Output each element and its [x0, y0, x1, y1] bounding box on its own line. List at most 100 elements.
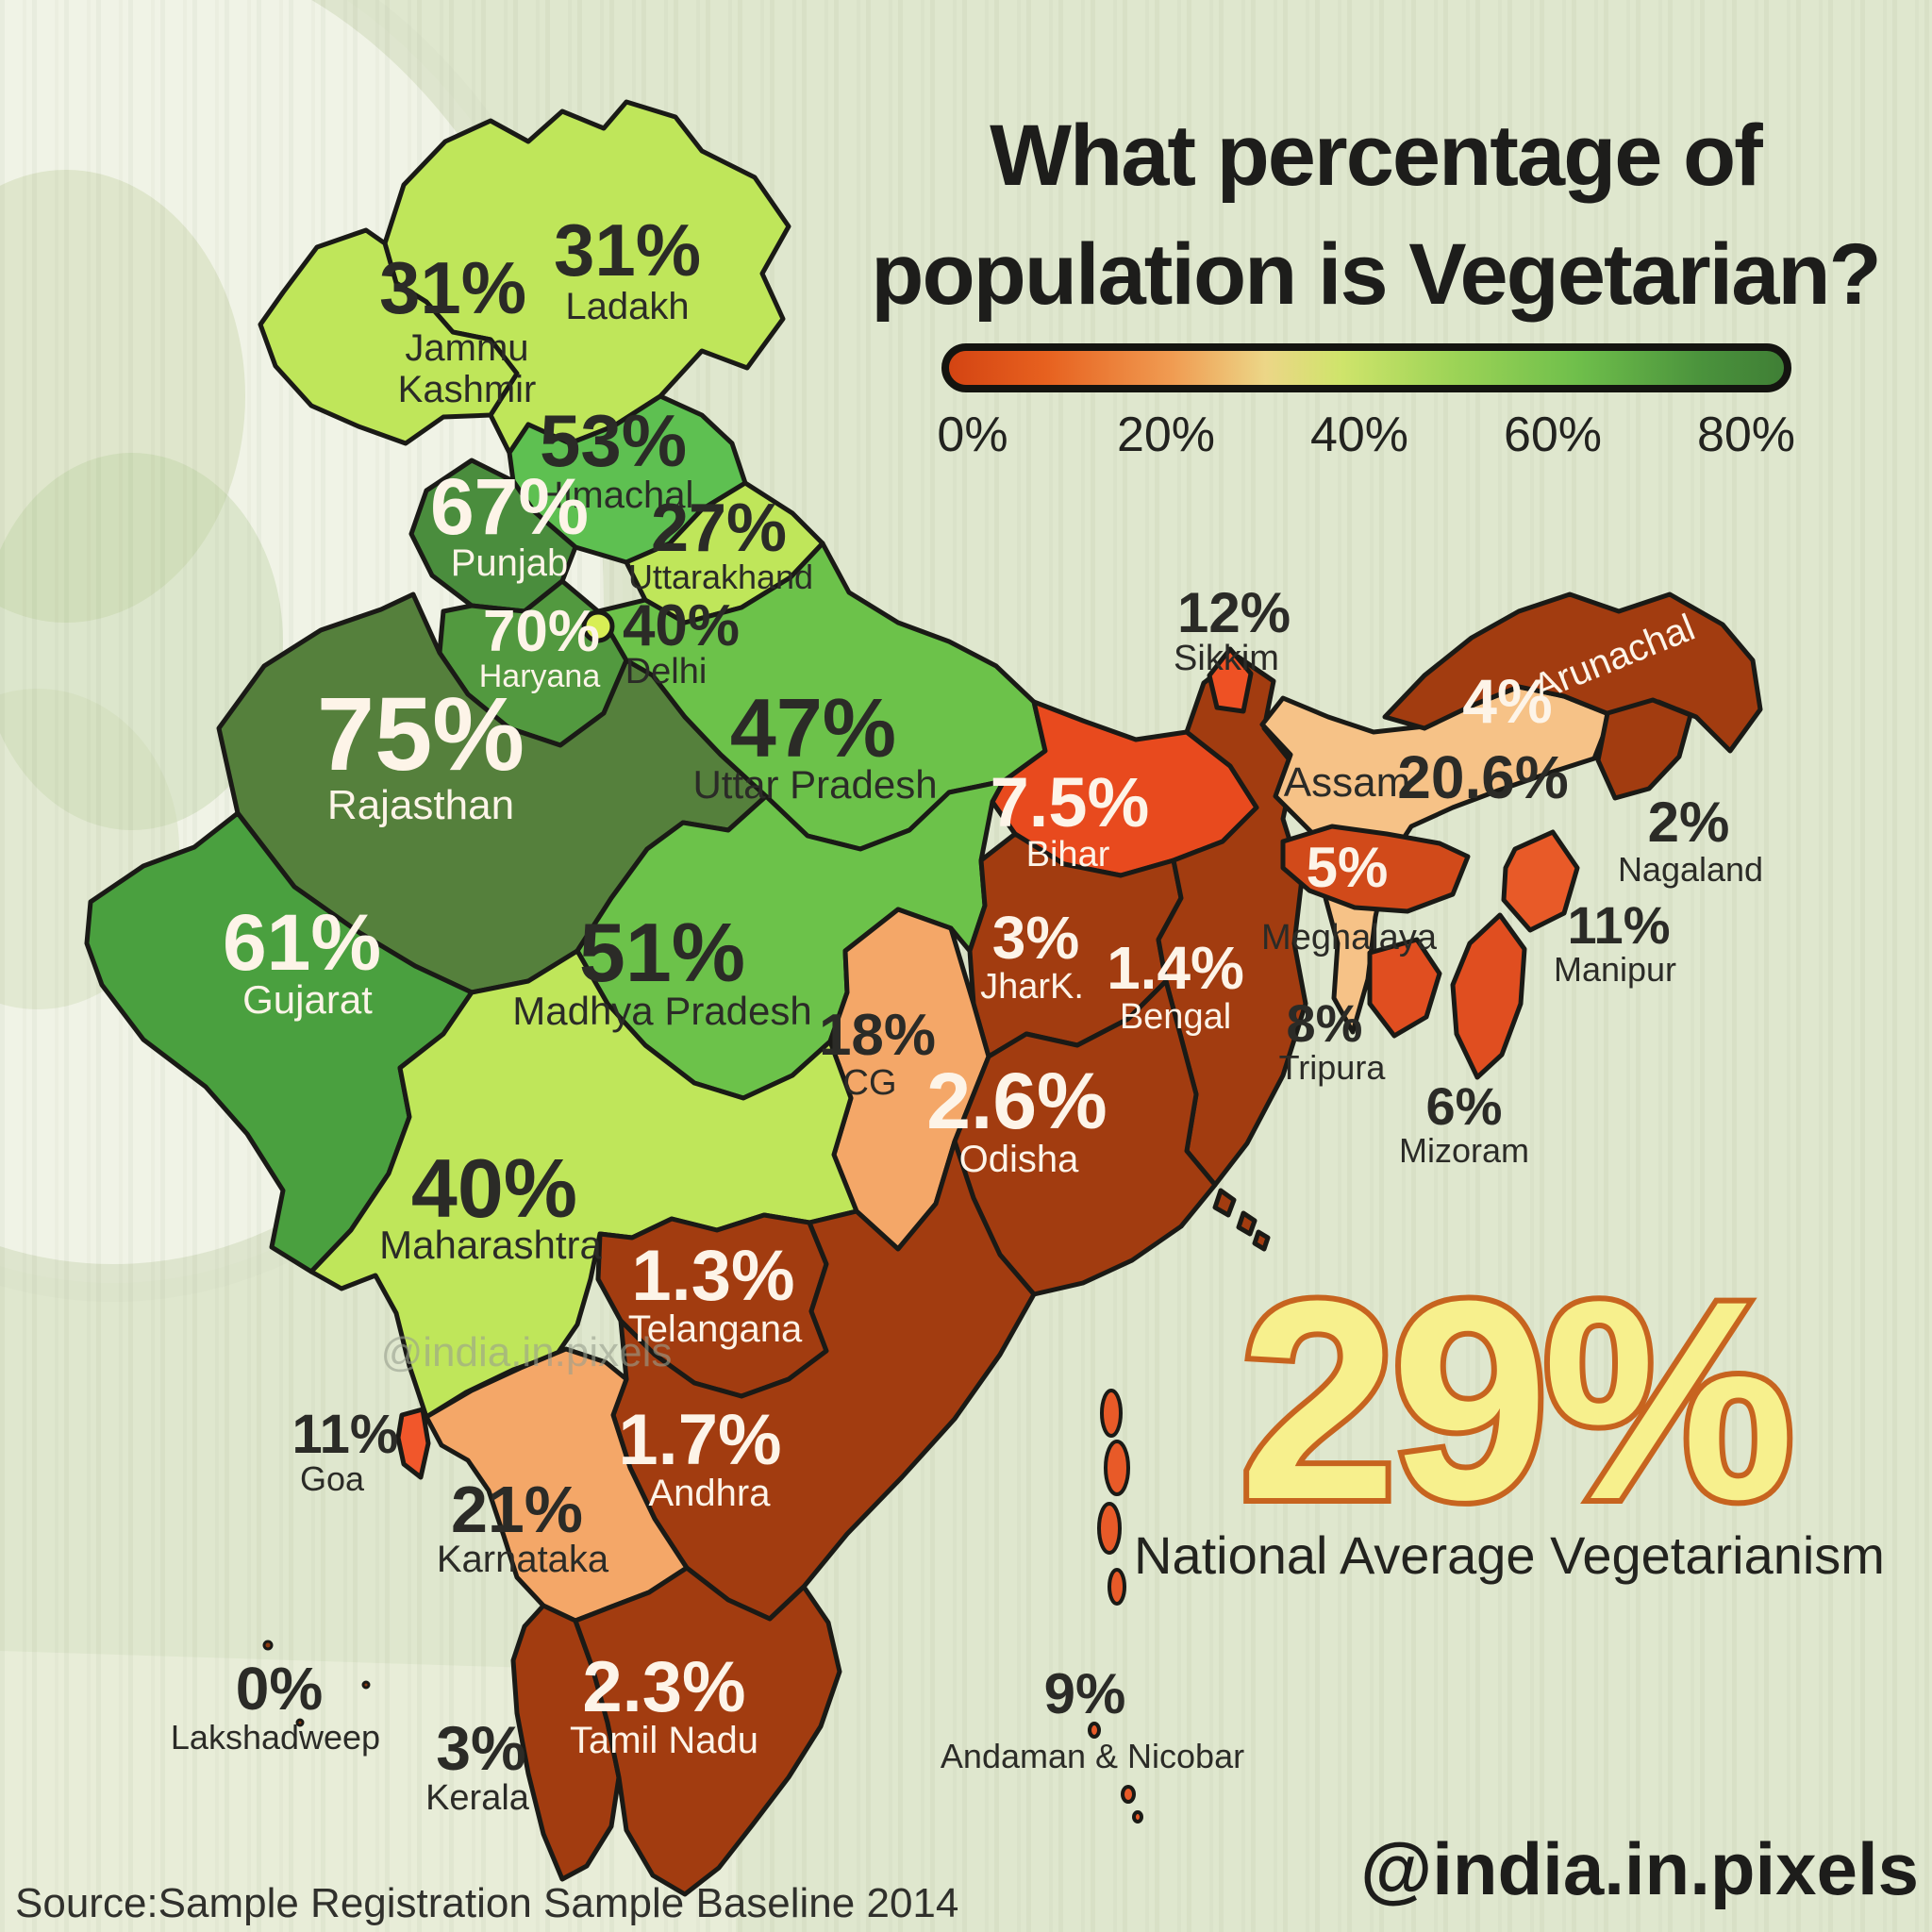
state-delhi	[581, 609, 615, 643]
value-karnataka: 21%	[451, 1473, 583, 1546]
legend-tick-60: 60%	[1504, 408, 1602, 462]
value-chhattisgarh: 18%	[819, 1003, 936, 1068]
value-meghalaya: 5%	[1307, 836, 1389, 899]
watermark: @india.in.pixels	[381, 1329, 673, 1375]
national-average-label: National Average Vegetarianism	[1134, 1525, 1885, 1585]
name-uttarakhand: Uttarakhand	[628, 558, 813, 596]
value-andaman-nicobar: 9%	[1044, 1662, 1126, 1725]
state-meghalaya	[1280, 824, 1471, 914]
value-tamil-nadu: 2.3%	[582, 1647, 745, 1727]
state-manipur	[1501, 829, 1580, 933]
value-mizoram: 6%	[1426, 1076, 1503, 1136]
value-himachal: 53%	[540, 399, 687, 482]
name-himachal: Himachal	[537, 475, 694, 516]
state-sikkim	[1207, 646, 1254, 714]
name-ladakh: Ladakh	[565, 286, 689, 327]
state-mizoram	[1450, 912, 1527, 1080]
value-maharashtra: 40%	[411, 1141, 577, 1235]
name-nagaland: Nagaland	[1618, 850, 1763, 889]
legend-tick-80: 80%	[1697, 408, 1795, 462]
state-arunachal	[1382, 591, 1763, 754]
value-nagaland: 2%	[1648, 791, 1730, 854]
national-average: 29% National Average Vegetarianism	[1134, 1236, 1885, 1585]
value-bihar: 7.5%	[991, 763, 1150, 841]
name-chhattisgarh: CG	[843, 1063, 897, 1103]
value-delhi: 40%	[623, 593, 740, 658]
name-rajasthan: Rajasthan	[327, 782, 514, 828]
value-kerala: 3%	[436, 1713, 525, 1783]
name-karnataka: Karnataka	[437, 1539, 609, 1580]
name-telangana: Telangana	[628, 1308, 803, 1350]
name-jharkhand: JharK.	[980, 967, 1084, 1007]
value-bengal: 1.4%	[1107, 934, 1244, 1002]
value-tripura: 8%	[1287, 993, 1363, 1053]
lakshadweep-islands	[262, 1640, 371, 1727]
value-lakshadweep: 0%	[236, 1655, 324, 1723]
name-tamil-nadu: Tamil Nadu	[570, 1720, 758, 1761]
name-mizoram: Mizoram	[1399, 1131, 1529, 1170]
value-goa: 11%	[292, 1404, 399, 1465]
state-labels: 31% Jammu Kashmir 31% Ladakh 53% Himacha…	[171, 208, 1763, 1818]
value-arunachal: 4%	[1462, 666, 1552, 736]
name-tripura: Tripura	[1279, 1048, 1387, 1087]
national-average-value: 29%	[1240, 1241, 1790, 1558]
name-lakshadweep: Lakshadweep	[171, 1718, 380, 1757]
legend-tick-40: 40%	[1310, 408, 1408, 462]
name-bengal: Bengal	[1120, 997, 1231, 1037]
name-andhra: Andhra	[649, 1473, 772, 1514]
name-kerala: Kerala	[425, 1778, 530, 1818]
value-manipur: 11%	[1568, 895, 1671, 955]
name-sikkim: Sikkim	[1174, 639, 1279, 678]
name-punjab: Punjab	[451, 542, 569, 584]
bengal-delta-islands	[1212, 1188, 1271, 1252]
state-assam	[1259, 684, 1614, 1035]
name-madhya-pradesh: Madhya Pradesh	[512, 989, 812, 1033]
value-punjab: 67%	[430, 462, 589, 551]
state-tripura	[1367, 937, 1442, 1039]
state-goa	[395, 1407, 431, 1480]
name-andaman-nicobar: Andaman & Nicobar	[941, 1737, 1244, 1775]
value-telangana: 1.3%	[631, 1236, 794, 1316]
name-bihar: Bihar	[1026, 835, 1110, 874]
value-assam: 20.6%	[1397, 743, 1568, 811]
andaman-islands	[1088, 1389, 1143, 1824]
value-uttar-pradesh: 47%	[730, 681, 896, 774]
name-gujarat: Gujarat	[242, 977, 373, 1022]
value-haryana: 70%	[483, 599, 600, 664]
name-odisha: Odisha	[959, 1139, 1079, 1180]
value-rajasthan: 75%	[317, 676, 525, 792]
name-goa: Goa	[300, 1459, 365, 1498]
name-jammu-kashmir-2: Kashmir	[398, 369, 537, 410]
value-jammu-kashmir: 31%	[379, 246, 526, 329]
value-madhya-pradesh: 51%	[579, 906, 745, 999]
state-shapes	[84, 99, 1763, 1897]
title-line-2: population is Vegetarian?	[871, 226, 1880, 323]
legend-gradient-bar	[941, 343, 1791, 392]
name-haryana: Haryana	[479, 658, 601, 694]
name-meghalaya: Meghalaya	[1261, 918, 1438, 958]
name-uttar-pradesh: Uttar Pradesh	[692, 762, 937, 807]
credit-handle: @india.in.pixels	[1360, 1827, 1919, 1910]
name-assam: Assam	[1284, 759, 1410, 806]
name-jammu-kashmir-1: Jammu	[405, 327, 528, 369]
title: What percentage of population is Vegetar…	[871, 108, 1882, 323]
value-uttarakhand: 27%	[651, 491, 787, 566]
legend-tick-20: 20%	[1117, 408, 1215, 462]
legend: 0% 20% 40% 60% 80%	[937, 343, 1795, 462]
title-line-1: What percentage of	[990, 108, 1763, 204]
value-andhra: 1.7%	[618, 1400, 781, 1480]
value-ladakh: 31%	[554, 208, 701, 291]
value-odisha: 2.6%	[926, 1057, 1107, 1145]
legend-tick-0: 0%	[937, 408, 1008, 462]
value-gujarat: 61%	[223, 898, 381, 987]
value-jharkhand: 3%	[992, 904, 1080, 972]
name-maharashtra: Maharashtra	[379, 1223, 602, 1267]
value-sikkim: 12%	[1177, 581, 1291, 644]
state-jammu-kashmir	[258, 227, 520, 446]
state-nagaland	[1595, 697, 1693, 801]
name-delhi: Delhi	[625, 652, 708, 691]
name-manipur: Manipur	[1554, 950, 1676, 989]
source-note: Source:Sample Registration Sample Baseli…	[15, 1880, 958, 1926]
